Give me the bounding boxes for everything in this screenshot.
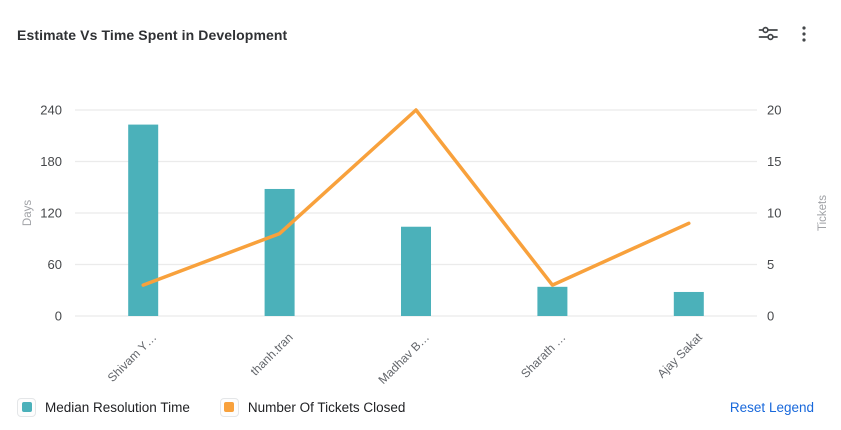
y-axis-tick-label-left: 120 [40,206,62,221]
legend-items: Median Resolution Time Number Of Tickets… [17,397,406,417]
chart-header: Estimate Vs Time Spent in Development [0,0,841,56]
more-menu-button[interactable] [791,22,817,48]
bar-median-resolution-time[interactable] [264,188,295,316]
legend-row: Median Resolution Time Number Of Tickets… [17,394,814,420]
legend-item-median-resolution-time[interactable]: Median Resolution Time [17,397,190,417]
y-axis-tick-label-right: 10 [767,206,781,221]
y-axis-tick-label-left: 0 [55,309,62,324]
legend-item-label: Number Of Tickets Closed [247,399,406,415]
y-axis-tick-label-right: 20 [767,103,781,118]
legend-chip [219,397,239,417]
y-axis-tick-label-left: 180 [40,154,62,169]
line-number-of-tickets-closed[interactable] [141,108,691,287]
right-axis-title: Tickets [817,195,829,231]
customize-button[interactable] [755,22,781,48]
legend-item-number-of-tickets-closed[interactable]: Number Of Tickets Closed [219,397,406,417]
legend-chip [17,397,36,417]
x-axis-label: Shivam Y… [105,330,160,385]
median-resolution-time-swatch [21,402,32,412]
x-axis-label: Sharath … [518,330,568,380]
combo-chart: 0 0 60 5 120 10 180 15 240 20 Days Tickets Shivam Y…… [22,103,829,387]
x-axis-label: Ajay Sakat [654,330,705,381]
header-actions [755,22,817,48]
bar-median-resolution-time[interactable] [537,286,568,316]
x-axis-label: thanh.tran [248,330,296,378]
left-axis-title: Days [22,200,34,226]
y-axis-tick-label-left: 60 [48,257,62,272]
bar-median-resolution-time[interactable] [401,226,431,316]
sliders-icon [756,22,780,49]
x-axis-label: Madhav B… [376,330,433,387]
reset-legend-link[interactable]: Reset Legend [729,399,814,415]
bar-median-resolution-time[interactable] [128,124,159,316]
chart-title: Estimate Vs Time Spent in Development [17,27,288,43]
number-of-tickets-closed-swatch [224,402,235,412]
bar-median-resolution-time[interactable] [673,291,704,316]
legend-item-label: Median Resolution Time [45,399,190,415]
y-axis-tick-label-right: 5 [767,257,774,272]
kebab-menu-icon [792,22,816,49]
y-axis-tick-label-right: 0 [767,309,774,324]
y-axis-tick-label-left: 240 [40,103,62,118]
y-axis-tick-label-right: 15 [767,154,781,169]
